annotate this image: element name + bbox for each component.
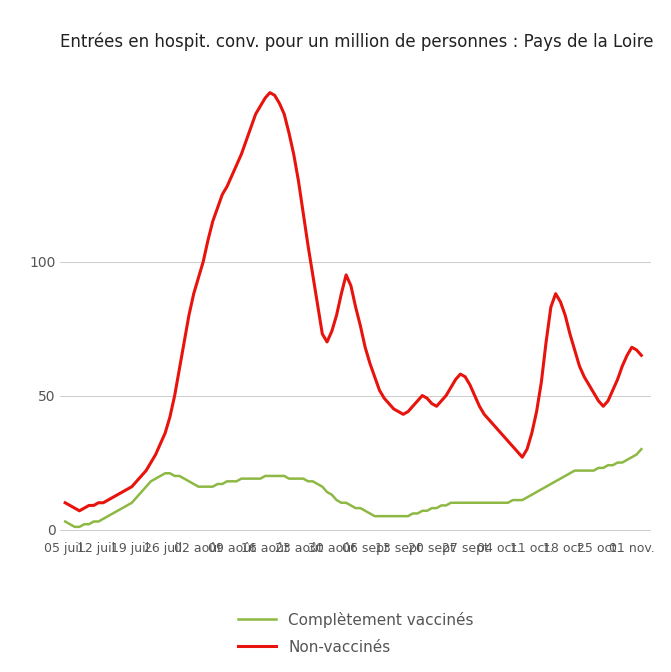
Text: Entrées en hospit. conv. pour un million de personnes : Pays de la Loire: Entrées en hospit. conv. pour un million… [60,32,654,50]
Complètement vaccinés [637,445,646,453]
Complètement vaccinés [433,504,441,512]
Non-vaccinés [75,507,83,515]
Complètement vaccinés [623,456,631,464]
Complètement vaccinés [599,464,607,472]
Non-vaccinés [637,351,646,360]
Non-vaccinés [604,397,612,405]
Non-vaccinés [61,499,69,507]
Non-vaccinés [628,343,636,351]
Complètement vaccinés [252,474,260,482]
Non-vaccinés [437,397,446,405]
Legend: Complètement vaccinés, Non-vaccinés: Complètement vaccinés, Non-vaccinés [238,612,474,655]
Line: Complètement vaccinés: Complètement vaccinés [65,449,641,527]
Complètement vaccinés [380,512,389,520]
Non-vaccinés [252,110,260,118]
Non-vaccinés [266,89,274,97]
Complètement vaccinés [199,482,207,491]
Complètement vaccinés [61,517,69,526]
Non-vaccinés [199,257,207,265]
Non-vaccinés [385,400,393,408]
Line: Non-vaccinés: Non-vaccinés [65,93,641,511]
Complètement vaccinés [70,523,79,531]
